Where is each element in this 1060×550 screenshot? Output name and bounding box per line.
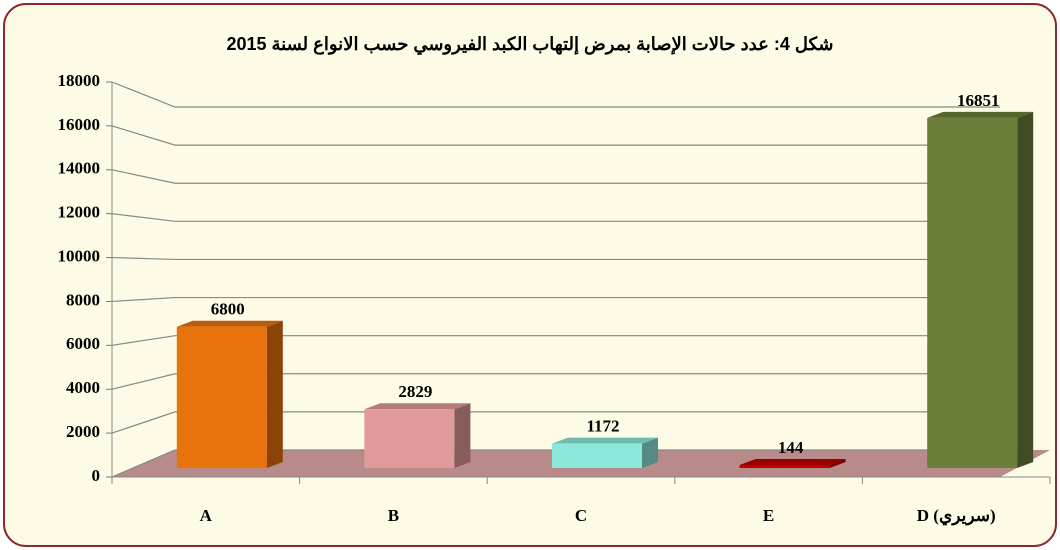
x-tick-label: A <box>200 506 213 525</box>
bar-group: 6800 <box>176 300 283 468</box>
y-tick-label: 12000 <box>58 203 101 222</box>
chart-title: شكل 4: عدد حالات الإصابة بمرض إلتهاب الك… <box>226 34 833 55</box>
grid-line <box>111 256 1000 261</box>
bar-top <box>927 111 1034 118</box>
bar-top <box>176 320 283 327</box>
bar <box>552 443 642 468</box>
x-tick-label: D (سريري) <box>917 506 996 526</box>
grid-line <box>111 449 1000 478</box>
value-label: 6800 <box>211 300 245 319</box>
value-label: 16851 <box>957 91 1000 110</box>
x-tick-label: B <box>388 506 399 525</box>
y-tick-label: 0 <box>92 466 101 485</box>
bar-top <box>552 437 658 444</box>
grid-line <box>111 335 1000 346</box>
bar-group: 16851 <box>927 91 1034 469</box>
bar <box>176 326 267 468</box>
value-label: 144 <box>778 438 804 457</box>
y-tick-label: 6000 <box>66 334 100 353</box>
bar-group: 144 <box>739 438 846 468</box>
y-tick-label: 10000 <box>58 246 101 265</box>
grid-line <box>111 296 1000 303</box>
grid-line <box>111 125 1000 146</box>
bar-top <box>364 403 471 410</box>
bar-top <box>739 459 846 466</box>
bar-side <box>1017 111 1034 469</box>
grid-line <box>111 411 1000 434</box>
y-tick-label: 18000 <box>58 71 101 90</box>
x-tick-label: C <box>575 506 587 525</box>
bar-group: 2829 <box>364 382 471 468</box>
y-tick-label: 16000 <box>58 115 101 134</box>
bar-side <box>829 459 846 468</box>
grid-line <box>111 169 1000 184</box>
value-label: 2829 <box>398 382 432 401</box>
bar <box>364 409 455 468</box>
bar <box>739 465 830 468</box>
y-tick-label: 14000 <box>58 159 101 178</box>
grid-line <box>111 213 1000 222</box>
value-label: 1172 <box>586 417 619 436</box>
y-tick-label: 2000 <box>66 422 100 441</box>
bar-side <box>454 403 471 468</box>
grid-line <box>111 373 1000 390</box>
y-tick-label: 4000 <box>66 378 100 397</box>
bar <box>927 117 1018 469</box>
grid-line <box>111 81 1000 108</box>
bar-side <box>642 437 658 468</box>
bar-side <box>266 320 283 468</box>
bar-group: 1172 <box>552 417 658 468</box>
x-tick-label: E <box>763 506 774 525</box>
y-tick-label: 8000 <box>66 290 100 309</box>
